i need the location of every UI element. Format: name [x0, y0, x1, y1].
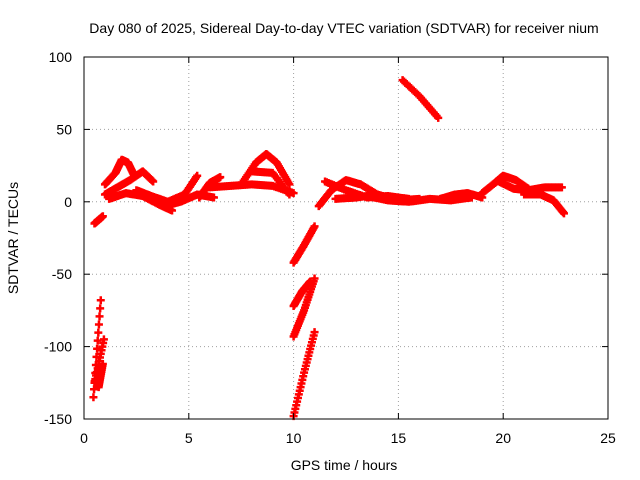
- data-point: [93, 336, 102, 345]
- data-point: [285, 190, 294, 199]
- plot-frame: [83, 56, 609, 420]
- data-point: [557, 183, 566, 192]
- y-tick-label: -50: [52, 266, 72, 282]
- data-point: [310, 274, 319, 283]
- axis-ticks: 0 5 10 15 20 25 -150 -100 -50 0 50 100: [44, 49, 616, 446]
- data-point: [93, 344, 102, 353]
- data-point: [99, 335, 108, 344]
- grid: [84, 57, 608, 419]
- x-tick-label: 5: [185, 430, 193, 446]
- y-tick-label: -150: [44, 411, 72, 427]
- y-tick-label: 100: [49, 49, 73, 65]
- series-arc-i: [247, 167, 294, 199]
- series-high: [398, 76, 443, 122]
- data-point: [94, 328, 103, 337]
- data-point: [96, 304, 105, 313]
- y-tick-label: -100: [44, 339, 72, 355]
- data-point: [310, 328, 319, 337]
- series-arc-b: [100, 167, 158, 199]
- data-point: [559, 209, 568, 218]
- x-tick-label: 15: [391, 430, 407, 446]
- data-point: [94, 320, 103, 329]
- data-point: [193, 171, 202, 180]
- chart-title: Day 080 of 2025, Sidereal Day-to-day VTE…: [89, 20, 598, 36]
- y-tick-label: 50: [56, 121, 72, 137]
- data-point: [149, 177, 158, 186]
- series-arc-o: [478, 171, 533, 198]
- x-tick-label: 10: [286, 430, 302, 446]
- x-tick-label: 20: [495, 430, 511, 446]
- data-point: [95, 312, 104, 321]
- data-point: [306, 277, 315, 286]
- data-point: [89, 393, 98, 402]
- x-tick-label: 25: [600, 430, 616, 446]
- data-point: [209, 193, 218, 202]
- x-axis-title: GPS time / hours: [291, 457, 398, 473]
- series-arc-e: [159, 190, 218, 211]
- series-drop-4: [289, 328, 319, 421]
- series-arc-q: [520, 190, 568, 218]
- series-drop-1: [289, 222, 319, 267]
- data-point: [310, 222, 319, 231]
- x-tick-label: 0: [80, 430, 88, 446]
- data-point: [98, 212, 107, 221]
- series-drop-3: [289, 277, 315, 311]
- series-arc-d: [132, 171, 202, 206]
- series-early-low-3: [94, 359, 107, 392]
- data-point: [434, 113, 443, 122]
- y-axis-title: SDTVAR / TECUs: [5, 182, 21, 294]
- series-early-neg: [90, 212, 107, 228]
- data-point: [216, 173, 225, 182]
- data-series: [89, 76, 568, 421]
- data-point: [96, 296, 105, 305]
- series-arc-a: [100, 155, 139, 189]
- y-tick-label: 0: [64, 194, 72, 210]
- data-point: [285, 180, 294, 189]
- data-point: [98, 359, 107, 368]
- series-arc-p: [495, 177, 566, 195]
